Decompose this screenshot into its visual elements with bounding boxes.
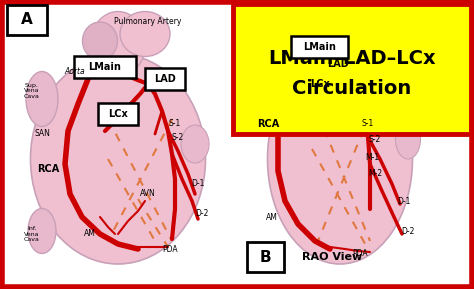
Ellipse shape bbox=[395, 119, 420, 159]
Ellipse shape bbox=[82, 22, 118, 60]
Ellipse shape bbox=[28, 208, 56, 253]
Text: SAN: SAN bbox=[34, 129, 50, 138]
Ellipse shape bbox=[181, 125, 209, 163]
Text: PDA: PDA bbox=[352, 249, 368, 258]
Text: M-2: M-2 bbox=[368, 170, 382, 179]
Text: LMain: LMain bbox=[89, 62, 121, 72]
Ellipse shape bbox=[274, 53, 302, 88]
Text: LMain–LAD–LCx: LMain–LAD–LCx bbox=[268, 49, 436, 68]
Text: LMain: LMain bbox=[303, 42, 337, 52]
Text: D-2: D-2 bbox=[195, 210, 209, 218]
Ellipse shape bbox=[26, 71, 58, 127]
Text: RCA: RCA bbox=[37, 164, 59, 174]
Text: M-1: M-1 bbox=[365, 153, 379, 162]
Text: Sup.
Vena
Cava: Sup. Vena Cava bbox=[24, 83, 40, 99]
Ellipse shape bbox=[91, 12, 146, 77]
Text: RCA: RCA bbox=[257, 119, 279, 129]
Text: LAD: LAD bbox=[327, 59, 349, 69]
Text: AM: AM bbox=[84, 229, 96, 238]
Text: Aorta: Aorta bbox=[64, 66, 85, 75]
Text: PDA: PDA bbox=[162, 244, 178, 253]
Text: Pulmonary Artery: Pulmonary Artery bbox=[114, 16, 182, 25]
Text: S-2: S-2 bbox=[172, 132, 184, 142]
Text: S-2: S-2 bbox=[369, 134, 381, 144]
Text: S-1: S-1 bbox=[169, 119, 181, 129]
Text: A: A bbox=[21, 12, 33, 27]
Text: B: B bbox=[259, 249, 271, 264]
FancyBboxPatch shape bbox=[7, 5, 47, 35]
Text: Circulation: Circulation bbox=[292, 79, 411, 99]
FancyBboxPatch shape bbox=[98, 103, 138, 125]
Text: D-1: D-1 bbox=[397, 197, 410, 205]
FancyBboxPatch shape bbox=[2, 2, 472, 287]
Text: LCx: LCx bbox=[108, 109, 128, 119]
Ellipse shape bbox=[267, 54, 412, 264]
Text: LAD: LAD bbox=[154, 74, 176, 84]
FancyBboxPatch shape bbox=[247, 242, 284, 272]
Ellipse shape bbox=[291, 19, 326, 69]
Text: D-2: D-2 bbox=[401, 227, 415, 236]
FancyBboxPatch shape bbox=[291, 36, 348, 58]
Text: AVN: AVN bbox=[140, 190, 156, 199]
Ellipse shape bbox=[30, 54, 206, 264]
FancyBboxPatch shape bbox=[233, 4, 471, 134]
Text: LCx: LCx bbox=[310, 79, 330, 89]
Text: AM: AM bbox=[266, 212, 278, 221]
FancyBboxPatch shape bbox=[74, 56, 136, 78]
Ellipse shape bbox=[120, 12, 170, 57]
Text: D-1: D-1 bbox=[191, 179, 205, 188]
Text: RAO View: RAO View bbox=[302, 252, 362, 262]
Text: S-1: S-1 bbox=[362, 119, 374, 129]
Text: Inf.
Vena
Cava: Inf. Vena Cava bbox=[24, 226, 40, 242]
FancyBboxPatch shape bbox=[145, 68, 185, 90]
